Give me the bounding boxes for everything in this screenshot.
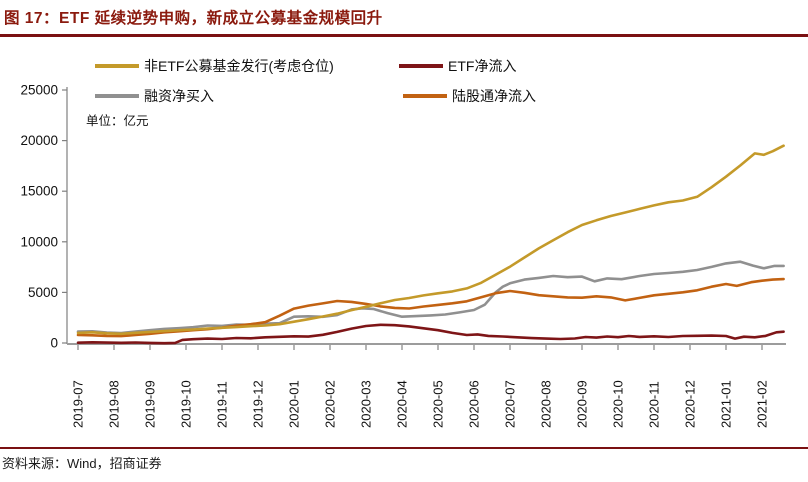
legend-label: ETF净流入 xyxy=(448,58,517,74)
y-axis-tick-label: 0 xyxy=(50,336,58,351)
x-axis-tick-label: 2019-10 xyxy=(179,380,194,428)
legend-label: 非ETF公募基金发行(考虑仓位) xyxy=(144,58,334,74)
legend-swatch xyxy=(403,94,447,98)
series-line-2 xyxy=(76,323,785,345)
x-axis-tick-label: 2020-01 xyxy=(287,380,302,428)
legend-label: 融资净买入 xyxy=(144,88,214,104)
x-axis-tick-label: 2021-02 xyxy=(755,380,770,428)
x-axis-tick-label: 2019-07 xyxy=(71,380,86,428)
y-axis-tick-label: 25000 xyxy=(20,83,58,98)
x-axis-tick-label: 2019-09 xyxy=(143,380,158,428)
x-axis-tick-label: 2021-01 xyxy=(719,380,734,428)
y-axis-tick-label: 5000 xyxy=(28,285,58,300)
legend-swatch xyxy=(95,64,139,68)
title-divider xyxy=(0,34,808,37)
legend-item: 融资净买入 xyxy=(95,88,214,104)
y-axis-tick-label: 15000 xyxy=(20,184,58,199)
x-axis-tick-label: 2020-05 xyxy=(431,380,446,428)
x-axis-tick-label: 2020-04 xyxy=(395,380,410,428)
legend-item: 陆股通净流入 xyxy=(403,88,536,104)
x-axis-tick-label: 2020-09 xyxy=(575,380,590,428)
x-axis-tick-label: 2020-07 xyxy=(503,380,518,428)
x-axis-tick-label: 2020-06 xyxy=(467,380,482,428)
series-line-1 xyxy=(76,144,785,336)
figure-title: 图 17：ETF 延续逆势申购，新成立公募基金规模回升 xyxy=(4,10,383,27)
x-axis-tick-label: 2019-08 xyxy=(107,380,122,428)
y-axis-tick-label: 10000 xyxy=(20,234,58,249)
legend-item: 非ETF公募基金发行(考虑仓位) xyxy=(95,58,334,74)
x-axis-tick-label: 2020-08 xyxy=(539,380,554,428)
x-axis-tick-label: 2020-03 xyxy=(359,380,374,428)
legend-swatch xyxy=(95,94,139,98)
y-axis-tick-label: 20000 xyxy=(20,133,58,148)
x-axis-tick-label: 2020-10 xyxy=(611,380,626,428)
x-axis-tick-label: 2020-02 xyxy=(323,380,338,428)
x-axis-tick-label: 2019-12 xyxy=(251,380,266,428)
legend-swatch xyxy=(399,64,443,68)
unit-label: 单位：亿元 xyxy=(86,114,149,128)
source-note: 资料来源：Wind，招商证券 xyxy=(2,456,162,471)
footer-divider xyxy=(0,447,808,449)
x-axis-tick-label: 2020-11 xyxy=(647,381,662,428)
legend-item: ETF净流入 xyxy=(399,58,516,74)
series-line-3 xyxy=(76,260,785,335)
x-axis-tick-label: 2020-12 xyxy=(683,380,698,428)
legend-label: 陆股通净流入 xyxy=(452,88,536,104)
x-axis-tick-label: 2019-11 xyxy=(215,381,230,428)
